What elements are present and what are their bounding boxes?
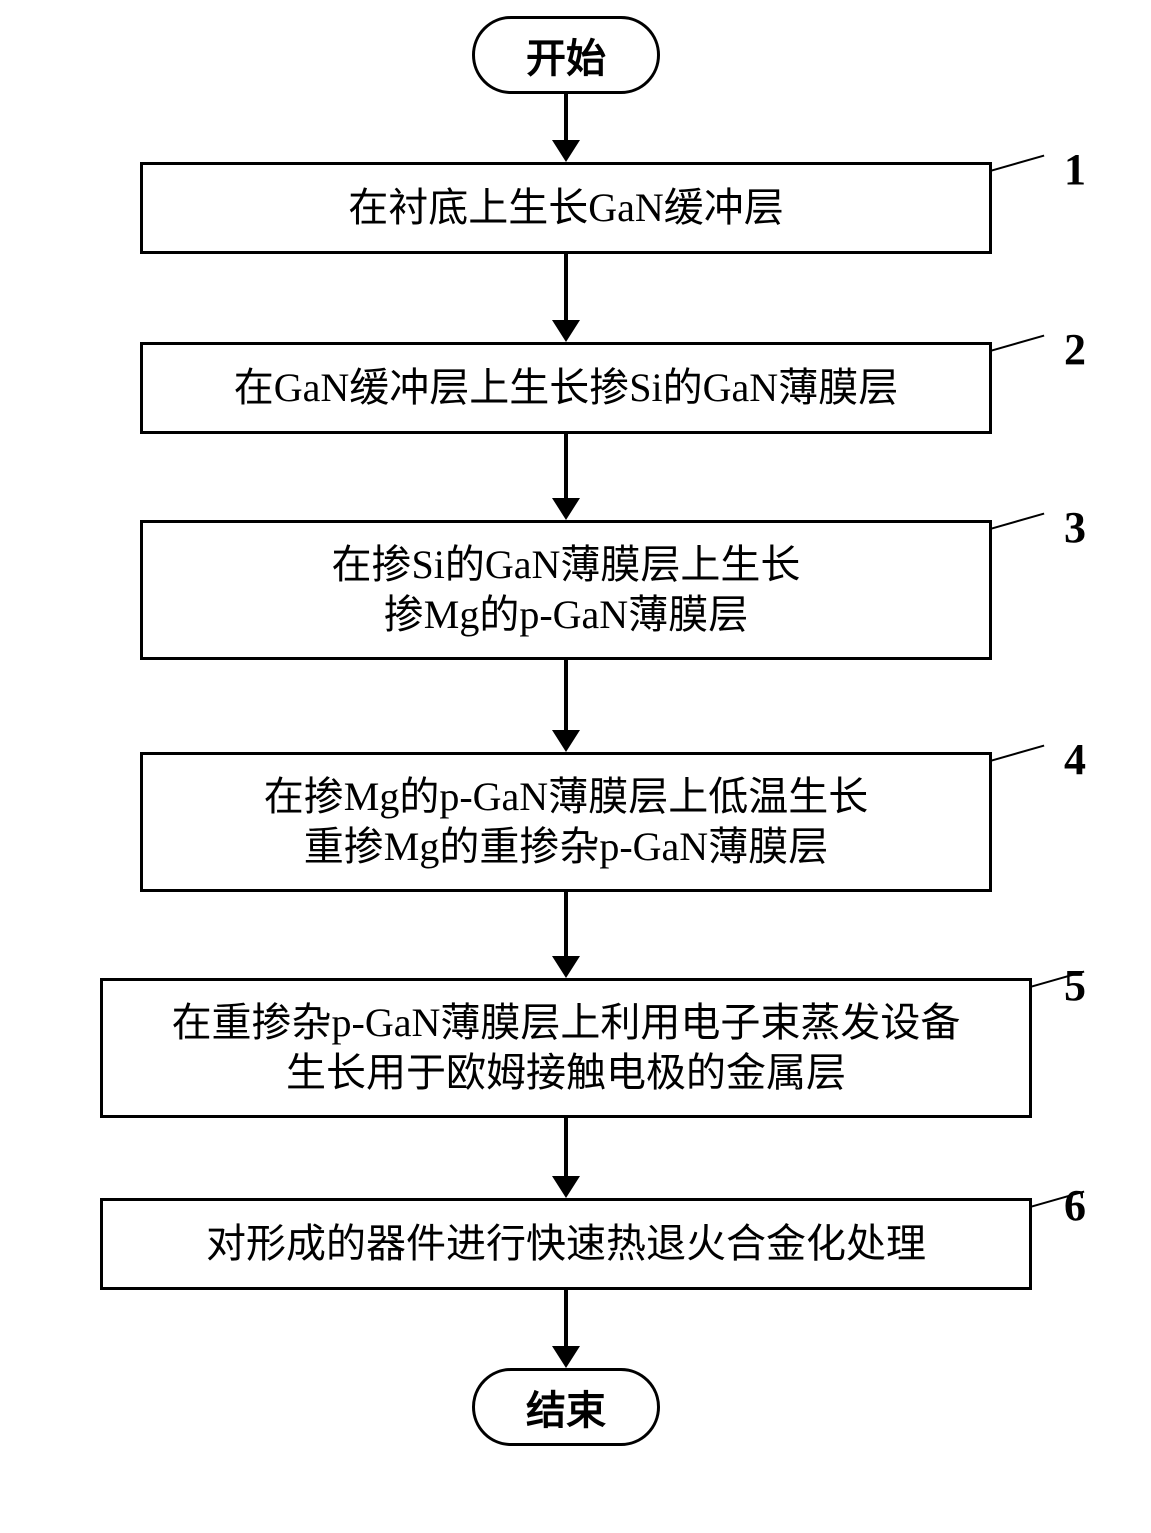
flow-step-box: 在掺Si的GaN薄膜层上生长掺Mg的p-GaN薄膜层 xyxy=(140,520,992,660)
flow-step-box: 在衬底上生长GaN缓冲层 xyxy=(140,162,992,254)
flow-step: 在重掺杂p-GaN薄膜层上利用电子束蒸发设备生长用于欧姆接触电极的金属层5 xyxy=(100,978,1032,1118)
flow-step-text: 生长用于欧姆接触电极的金属层 xyxy=(286,1048,846,1098)
flow-step-number: 2 xyxy=(1064,324,1086,375)
flow-step-number: 3 xyxy=(1064,502,1086,553)
flow-step-text: 在掺Mg的p-GaN薄膜层上低温生长 xyxy=(264,772,868,822)
flow-step-text: 重掺Mg的重掺杂p-GaN薄膜层 xyxy=(304,822,828,872)
flow-step-box: 在掺Mg的p-GaN薄膜层上低温生长重掺Mg的重掺杂p-GaN薄膜层 xyxy=(140,752,992,892)
flow-step-text: 在重掺杂p-GaN薄膜层上利用电子束蒸发设备 xyxy=(172,998,961,1048)
flow-arrow xyxy=(552,1290,580,1368)
flow-step: 在掺Si的GaN薄膜层上生长掺Mg的p-GaN薄膜层3 xyxy=(140,520,992,660)
flow-arrow xyxy=(552,254,580,342)
flow-step-box: 在重掺杂p-GaN薄膜层上利用电子束蒸发设备生长用于欧姆接触电极的金属层 xyxy=(100,978,1032,1118)
flow-step-box: 对形成的器件进行快速热退火合金化处理 xyxy=(100,1198,1032,1290)
flow-step-text: 对形成的器件进行快速热退火合金化处理 xyxy=(206,1219,926,1269)
flow-step: 在GaN缓冲层上生长掺Si的GaN薄膜层2 xyxy=(140,342,992,434)
flow-arrow xyxy=(552,892,580,978)
terminator-start: 开始 xyxy=(472,16,660,94)
flow-step-leader xyxy=(990,155,1044,172)
flow-step-number: 5 xyxy=(1064,960,1086,1011)
flow-step: 对形成的器件进行快速热退火合金化处理6 xyxy=(100,1198,1032,1290)
flow-step-text: 在掺Si的GaN薄膜层上生长 xyxy=(332,540,801,590)
flow-step-leader xyxy=(990,513,1044,530)
flow-arrow xyxy=(552,434,580,520)
flow-step-number: 6 xyxy=(1064,1180,1086,1231)
flow-step-number: 4 xyxy=(1064,734,1086,785)
terminator-end: 结束 xyxy=(472,1368,660,1446)
flow-step: 在衬底上生长GaN缓冲层1 xyxy=(140,162,992,254)
flow-step: 在掺Mg的p-GaN薄膜层上低温生长重掺Mg的重掺杂p-GaN薄膜层4 xyxy=(140,752,992,892)
flow-step-text: 在GaN缓冲层上生长掺Si的GaN薄膜层 xyxy=(234,363,898,413)
flow-step-text: 在衬底上生长GaN缓冲层 xyxy=(348,183,784,233)
flow-step-leader xyxy=(990,745,1044,762)
flow-step-leader xyxy=(990,335,1044,352)
flow-arrow xyxy=(552,94,580,162)
flow-arrow xyxy=(552,660,580,752)
flow-arrow xyxy=(552,1118,580,1198)
flow-step-text: 掺Mg的p-GaN薄膜层 xyxy=(384,590,748,640)
flow-step-number: 1 xyxy=(1064,144,1086,195)
flow-step-box: 在GaN缓冲层上生长掺Si的GaN薄膜层 xyxy=(140,342,992,434)
flowchart-container: 开始在衬底上生长GaN缓冲层1 在GaN缓冲层上生长掺Si的GaN薄膜层2 在掺Si… xyxy=(98,16,1034,1446)
